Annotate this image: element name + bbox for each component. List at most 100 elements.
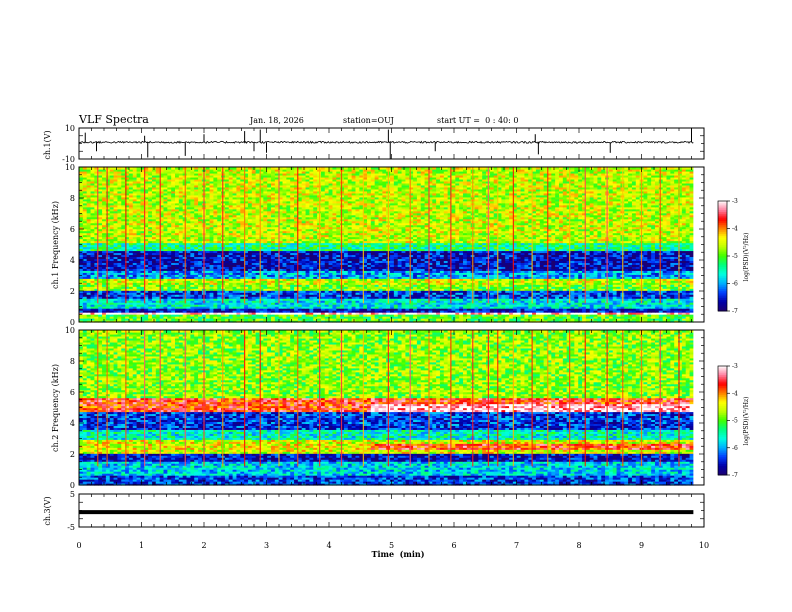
station-label: station=OUJ bbox=[343, 116, 394, 125]
spectrogram-cell bbox=[182, 314, 188, 317]
spectrogram-cell bbox=[167, 304, 172, 307]
spectrogram-cell bbox=[505, 306, 510, 309]
spectrogram-cell bbox=[278, 314, 284, 317]
spectrogram-cell bbox=[244, 302, 249, 305]
spectrogram-cell bbox=[213, 288, 218, 291]
spectrogram-cell bbox=[459, 300, 464, 303]
spectrogram-cell bbox=[109, 314, 115, 317]
spectrogram-cell bbox=[201, 302, 207, 305]
spectrogram-cell bbox=[543, 282, 549, 285]
spectrogram-cell bbox=[678, 300, 683, 303]
spectrogram-cell bbox=[443, 318, 449, 321]
spectrogram-cell bbox=[105, 316, 111, 319]
spectrogram-cell bbox=[631, 282, 637, 285]
spectrogram-cell bbox=[274, 312, 280, 315]
spectrogram-cell bbox=[593, 296, 598, 299]
spectrogram-cell bbox=[685, 316, 691, 319]
spectrogram-cell bbox=[443, 300, 449, 303]
date-label: Jan. 18, 2026 bbox=[249, 116, 304, 125]
spectrogram-cell bbox=[267, 276, 272, 279]
spectrogram-cell bbox=[194, 320, 199, 323]
spectrogram-cell bbox=[201, 314, 207, 317]
spectrogram-cell bbox=[155, 276, 161, 279]
spectrogram-cell bbox=[478, 290, 483, 293]
spectrogram-cell bbox=[232, 298, 238, 301]
spectrogram-cell bbox=[654, 308, 660, 311]
spectrogram-cell bbox=[497, 312, 502, 315]
spectrogram-cell bbox=[286, 294, 291, 297]
spectrogram-cell bbox=[474, 300, 479, 303]
spectrogram-cell bbox=[466, 276, 472, 279]
spectrogram-cell bbox=[294, 292, 299, 295]
spectrogram-cell bbox=[297, 300, 303, 303]
spectrogram-cell bbox=[336, 318, 341, 321]
spectrogram-cell bbox=[535, 282, 541, 285]
spectrogram-cell bbox=[86, 310, 92, 313]
spectrogram-cell bbox=[102, 298, 107, 301]
spectrogram-cell bbox=[186, 310, 191, 313]
spectrogram-cell bbox=[574, 314, 579, 317]
spectrogram-cell bbox=[178, 320, 184, 323]
spectrogram-cell bbox=[228, 296, 234, 299]
spectrogram-cell bbox=[666, 296, 671, 299]
spectrogram-cell bbox=[558, 314, 564, 317]
spectrogram-cell bbox=[144, 318, 149, 321]
spectrogram-cell bbox=[132, 276, 138, 279]
spectrogram-cell bbox=[562, 276, 568, 279]
spectrogram-cell bbox=[608, 290, 614, 293]
spectrogram-cell bbox=[670, 298, 675, 301]
spectrogram-cell bbox=[674, 306, 679, 309]
spectrogram-cell bbox=[290, 304, 295, 307]
spectrogram-cell bbox=[363, 300, 368, 303]
spectrogram-cell bbox=[297, 296, 303, 299]
spectrogram-cell bbox=[224, 306, 230, 309]
spectrogram-cell bbox=[689, 296, 694, 299]
spectrogram-cell bbox=[612, 290, 618, 293]
spectrogram-cell bbox=[413, 300, 418, 303]
spectrogram-cell bbox=[228, 300, 234, 303]
spectrogram-cell bbox=[447, 314, 453, 317]
spectrogram-cell bbox=[351, 288, 357, 291]
spectrogram-cell bbox=[140, 310, 145, 313]
spectrogram-cell bbox=[512, 312, 518, 315]
spectrogram-cell bbox=[424, 296, 430, 299]
spectrogram-cell bbox=[501, 278, 506, 281]
spectrogram-cell bbox=[597, 286, 602, 289]
spectrogram-cell bbox=[366, 290, 372, 293]
spectrogram-cell bbox=[505, 298, 510, 301]
spectrogram-cell bbox=[290, 280, 295, 283]
spectrogram-cell bbox=[478, 292, 483, 295]
spectrogram-cell bbox=[520, 306, 526, 309]
spectrogram-cell bbox=[455, 298, 460, 301]
spectrogram-cell bbox=[685, 300, 691, 303]
spectrogram-cell bbox=[320, 300, 326, 303]
spectrogram-cell bbox=[274, 316, 280, 319]
spectrogram-cell bbox=[151, 302, 157, 305]
spectrogram-cell bbox=[247, 288, 253, 291]
spectrogram-cell bbox=[224, 288, 230, 291]
spectrogram-cell bbox=[631, 302, 637, 305]
spectrogram-cell bbox=[255, 312, 261, 315]
spectrogram-cell bbox=[451, 310, 456, 313]
spectrogram-cell bbox=[378, 304, 383, 307]
spectrogram-cell bbox=[382, 298, 387, 301]
spectrogram-cell bbox=[140, 298, 145, 301]
spectrogram-cell bbox=[566, 286, 572, 289]
spectrogram-cell bbox=[601, 296, 606, 299]
spectrogram-cell bbox=[674, 320, 679, 323]
spectrogram-cell bbox=[647, 288, 652, 291]
spectrogram-cell bbox=[547, 296, 552, 299]
spectrogram-cell bbox=[466, 286, 472, 289]
spectrogram-cell bbox=[397, 276, 403, 279]
spectrogram-cell bbox=[178, 290, 184, 293]
spectrogram-cell bbox=[313, 284, 318, 287]
spectrogram-cell bbox=[474, 320, 479, 323]
spectrogram-cell bbox=[98, 294, 103, 297]
spectrogram-cell bbox=[132, 300, 138, 303]
spectrogram-cell bbox=[251, 314, 257, 317]
spectrogram-cell bbox=[589, 314, 595, 317]
spectrogram-cell bbox=[666, 310, 671, 313]
spectrogram-cell bbox=[436, 280, 441, 283]
spectrogram-cell bbox=[585, 294, 591, 297]
spectrogram-cell bbox=[90, 296, 95, 299]
